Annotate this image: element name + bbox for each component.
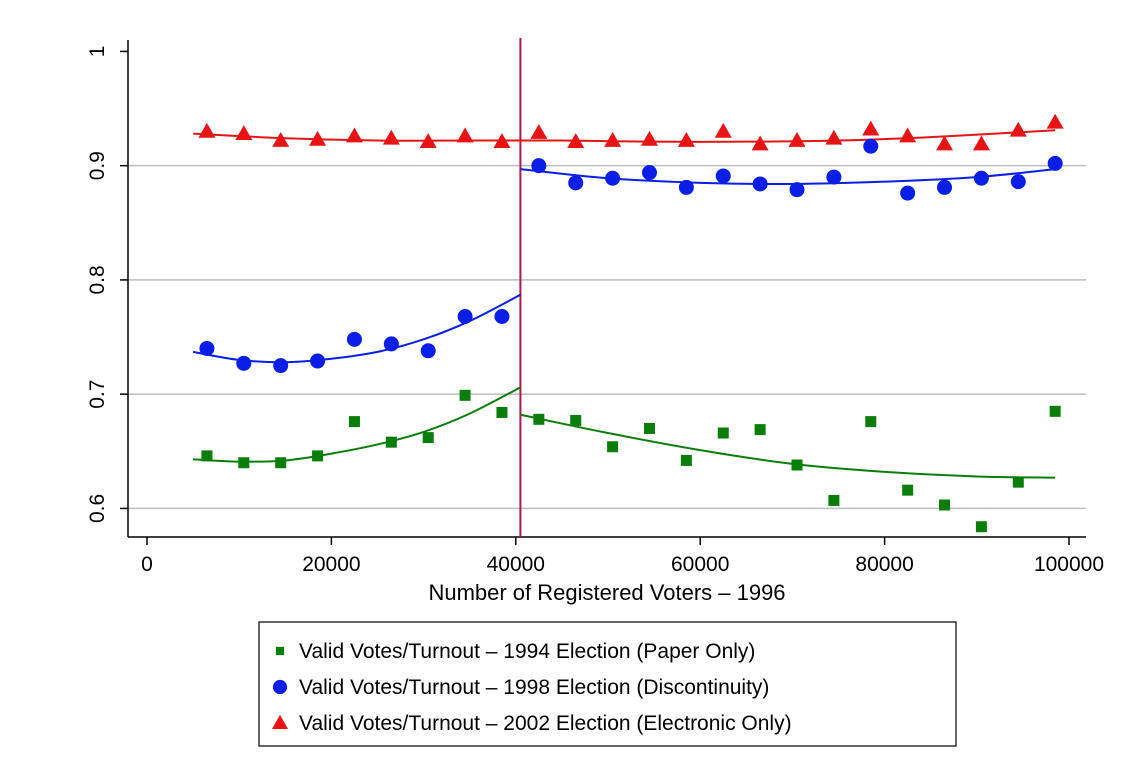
y-tick-label-2: 0.8 [86, 265, 109, 294]
point-series0-17 [828, 494, 840, 506]
x-tick-label-4: 80000 [855, 553, 913, 576]
point-series0-19 [902, 484, 914, 496]
point-series0-23 [1049, 405, 1061, 417]
point-series2-2 [272, 132, 290, 147]
point-series0-16 [791, 459, 803, 471]
point-series2-16 [788, 132, 806, 147]
legend-box [258, 621, 957, 747]
point-series2-10 [567, 133, 585, 149]
point-series1-21 [973, 170, 989, 186]
legend-label-1: Valid Votes/Turnout – 1998 Election (Dis… [299, 676, 769, 699]
point-series0-20 [939, 499, 951, 511]
legend-label-0: Valid Votes/Turnout – 1994 Election (Pap… [299, 640, 755, 663]
point-series0-11 [607, 441, 619, 453]
point-series2-20 [936, 135, 954, 151]
point-series0-12 [643, 422, 655, 434]
point-series2-15 [751, 135, 769, 151]
legend-label-2: Valid Votes/Turnout – 2002 Election (Ele… [299, 712, 792, 735]
point-series0-13 [680, 454, 692, 466]
x-tick-label-1: 20000 [302, 553, 360, 576]
point-series1-22 [1010, 174, 1026, 190]
point-series2-23 [1046, 113, 1064, 129]
point-series2-8 [493, 133, 511, 149]
point-series1-23 [1047, 155, 1063, 171]
point-series1-0 [199, 340, 215, 356]
y-tick-label-1: 0.7 [86, 380, 109, 409]
y-tick-label-3: 0.9 [86, 151, 109, 180]
point-series1-5 [383, 336, 399, 352]
x-tick-label-5: 100000 [1034, 553, 1104, 576]
legend-marker-1 [272, 679, 288, 695]
point-series1-10 [568, 175, 584, 191]
point-series1-14 [715, 168, 731, 184]
point-series2-22 [1009, 121, 1027, 137]
x-tick-label-3: 60000 [671, 553, 729, 576]
point-series1-15 [752, 176, 768, 192]
point-series0-6 [422, 432, 434, 444]
point-series0-21 [975, 521, 987, 533]
point-series1-8 [494, 308, 510, 324]
point-series2-12 [640, 130, 658, 146]
point-series0-1 [238, 457, 250, 469]
point-series1-19 [900, 185, 916, 201]
point-series1-11 [605, 170, 621, 186]
point-series1-16 [789, 182, 805, 198]
point-series0-14 [717, 427, 729, 439]
point-series0-3 [312, 450, 324, 462]
point-series2-14 [714, 122, 732, 138]
legend-marker-0 [275, 646, 285, 656]
point-series0-22 [1012, 476, 1024, 488]
point-series2-4 [345, 127, 363, 143]
y-tick-label-4: 1 [86, 46, 109, 58]
point-series0-8 [496, 406, 508, 418]
point-series1-20 [937, 179, 953, 195]
point-series1-17 [826, 169, 842, 185]
point-series2-6 [419, 133, 437, 149]
legend-items: Valid Votes/Turnout – 1994 Election (Pap… [271, 640, 792, 735]
point-series1-3 [310, 353, 326, 369]
point-series2-1 [235, 125, 253, 141]
point-series2-9 [530, 124, 548, 139]
point-series2-17 [825, 129, 843, 145]
tick-labels: 0.6 0.7 0.8 0.9 1 0 20000 40000 60000 80000 100000 [86, 46, 1104, 576]
point-series0-2 [275, 457, 287, 469]
point-series1-2 [273, 358, 289, 374]
point-series1-18 [863, 138, 879, 154]
point-series2-7 [456, 127, 474, 143]
point-series0-9 [533, 413, 545, 425]
grid-lines [128, 164, 1086, 510]
axes [120, 40, 1086, 545]
legend: Valid Votes/Turnout – 1994 Election (Pap… [258, 621, 957, 747]
point-series2-21 [972, 135, 990, 151]
legend-marker-2 [271, 714, 289, 730]
x-tick-label-2: 40000 [487, 553, 545, 576]
point-series1-12 [641, 165, 657, 181]
point-series1-1 [236, 355, 252, 371]
y-tick-label-0: 0.6 [86, 494, 109, 523]
point-series1-6 [420, 343, 436, 359]
point-series0-5 [385, 436, 397, 448]
point-series0-0 [201, 450, 213, 462]
point-series1-9 [531, 158, 547, 174]
point-series2-18 [862, 120, 880, 136]
point-series1-13 [678, 179, 694, 195]
point-series0-4 [348, 416, 360, 428]
point-series2-19 [899, 127, 917, 143]
point-series2-11 [604, 132, 622, 147]
point-series0-18 [865, 416, 877, 428]
point-series0-10 [570, 414, 582, 426]
data-points [198, 113, 1064, 533]
point-series1-7 [457, 308, 473, 324]
point-series2-13 [677, 132, 695, 147]
x-axis-title: Number of Registered Voters – 1996 [428, 580, 785, 605]
point-series0-7 [459, 389, 471, 401]
point-series2-0 [198, 122, 216, 138]
point-series2-5 [382, 129, 400, 145]
point-series2-3 [309, 130, 327, 146]
x-tick-label-0: 0 [141, 553, 153, 576]
point-series1-4 [346, 331, 362, 347]
point-series0-15 [754, 424, 766, 436]
